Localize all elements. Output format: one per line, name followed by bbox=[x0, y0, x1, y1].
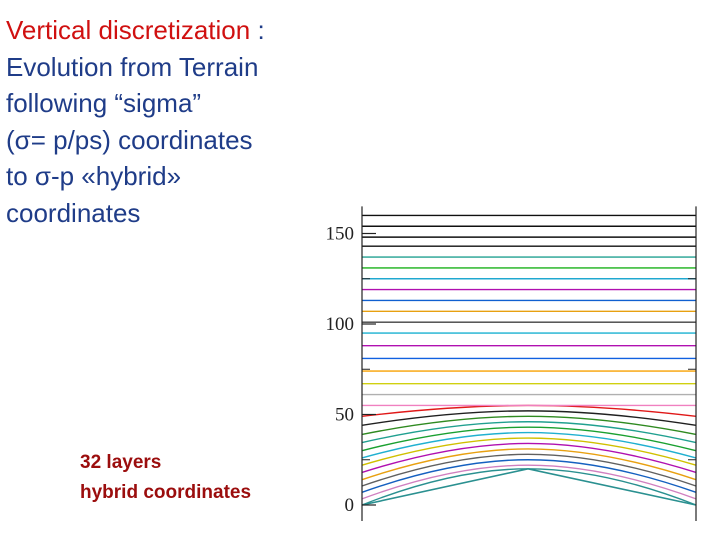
y-tick-label-100: 100 bbox=[326, 314, 355, 335]
level-line-1 bbox=[361, 468, 697, 506]
level-line-10 bbox=[361, 421, 697, 444]
slide-title: Vertical discretization : Evolution from… bbox=[6, 12, 346, 231]
level-line-5 bbox=[361, 448, 697, 481]
level-line-3 bbox=[361, 459, 697, 493]
title-line-2: Evolution from Terrain bbox=[6, 51, 259, 82]
title-line-6: coordinates bbox=[6, 197, 141, 228]
level-line-7 bbox=[361, 437, 697, 466]
level-line-12 bbox=[361, 410, 697, 427]
y-tick-label-0: 0 bbox=[345, 495, 355, 516]
title-line-3: following “sigma” bbox=[6, 88, 202, 118]
caption-line-2: hybrid coordinates bbox=[80, 482, 252, 503]
y-tick-label-150: 150 bbox=[326, 224, 355, 245]
layers-caption: 32 layers hybrid coordinates bbox=[80, 448, 251, 508]
title-line-5: to σ-p «hybrid» bbox=[6, 161, 182, 191]
level-line-8 bbox=[361, 431, 697, 459]
y-axis: 0 50 100 150 bbox=[326, 206, 697, 521]
caption-line-1: 32 layers bbox=[80, 452, 162, 473]
y-tick-label-50: 50 bbox=[335, 405, 354, 426]
level-lines bbox=[361, 214, 697, 506]
level-line-2 bbox=[361, 464, 697, 500]
title-line-4: (σ= p/ps) coordinates bbox=[6, 124, 253, 155]
level-line-6 bbox=[361, 442, 697, 474]
level-line-4 bbox=[361, 453, 697, 487]
title-line-1: Vertical discretization : bbox=[6, 12, 346, 49]
title-highlight: Vertical discretization bbox=[6, 15, 251, 45]
level-line-9 bbox=[361, 426, 697, 452]
terrain-profile bbox=[361, 467, 697, 506]
title-colon: : bbox=[250, 15, 265, 45]
level-line-11 bbox=[361, 415, 697, 436]
